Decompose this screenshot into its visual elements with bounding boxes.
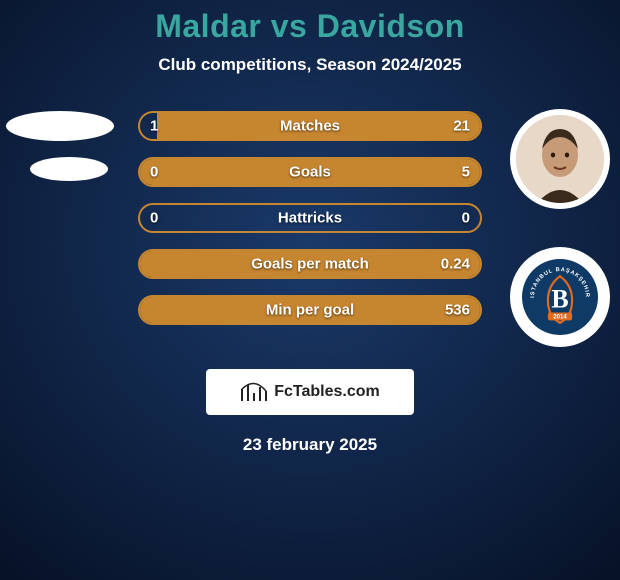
stat-row-fill [157,113,480,139]
player-face-icon [516,115,604,203]
stat-value-right: 0 [462,210,470,227]
stat-value-right: 5 [462,164,470,181]
fctables-icon [240,381,268,403]
stat-value-right: 21 [453,118,470,135]
date-text: 23 february 2025 [0,435,620,455]
stat-row: Matches121 [138,111,482,141]
stats-area: Matches121Goals05Hattricks00Goals per ma… [0,111,620,351]
stat-value-left: 0 [150,164,158,181]
club-logo: ISTANBUL BAŞAKŞEHIR B 2014 [510,247,610,347]
stat-row-fill [140,297,480,323]
stat-row: Goals05 [138,157,482,187]
stat-label: Hattricks [140,210,480,227]
svg-text:B: B [551,284,568,313]
source-badge: FcTables.com [206,369,414,415]
stat-row: Goals per match0.24 [138,249,482,279]
page-title: Maldar vs Davidson [0,8,620,45]
placeholder-blob [6,111,114,141]
player-photo-inner [516,115,604,203]
svg-text:2014: 2014 [553,315,567,321]
source-badge-text: FcTables.com [274,383,380,401]
right-column: ISTANBUL BAŞAKŞEHIR B 2014 [510,109,610,385]
stat-value-right: 0.24 [441,256,470,273]
stat-row: Min per goal536 [138,295,482,325]
stat-row-fill [140,159,480,185]
club-logo-inner: ISTANBUL BAŞAKŞEHIR B 2014 [522,259,598,335]
player-photo [510,109,610,209]
club-logo-svg: ISTANBUL BAŞAKŞEHIR B 2014 [522,253,598,341]
stat-value-right: 536 [445,302,470,319]
stat-value-left: 0 [150,210,158,227]
stat-row: Hattricks0 0 [138,203,482,233]
stat-value-left: 1 [150,118,158,135]
placeholder-blob [30,157,108,181]
comparison-bars: Matches121Goals05Hattricks00Goals per ma… [138,111,482,341]
subtitle: Club competitions, Season 2024/2025 [0,55,620,75]
stat-row-fill [140,251,480,277]
